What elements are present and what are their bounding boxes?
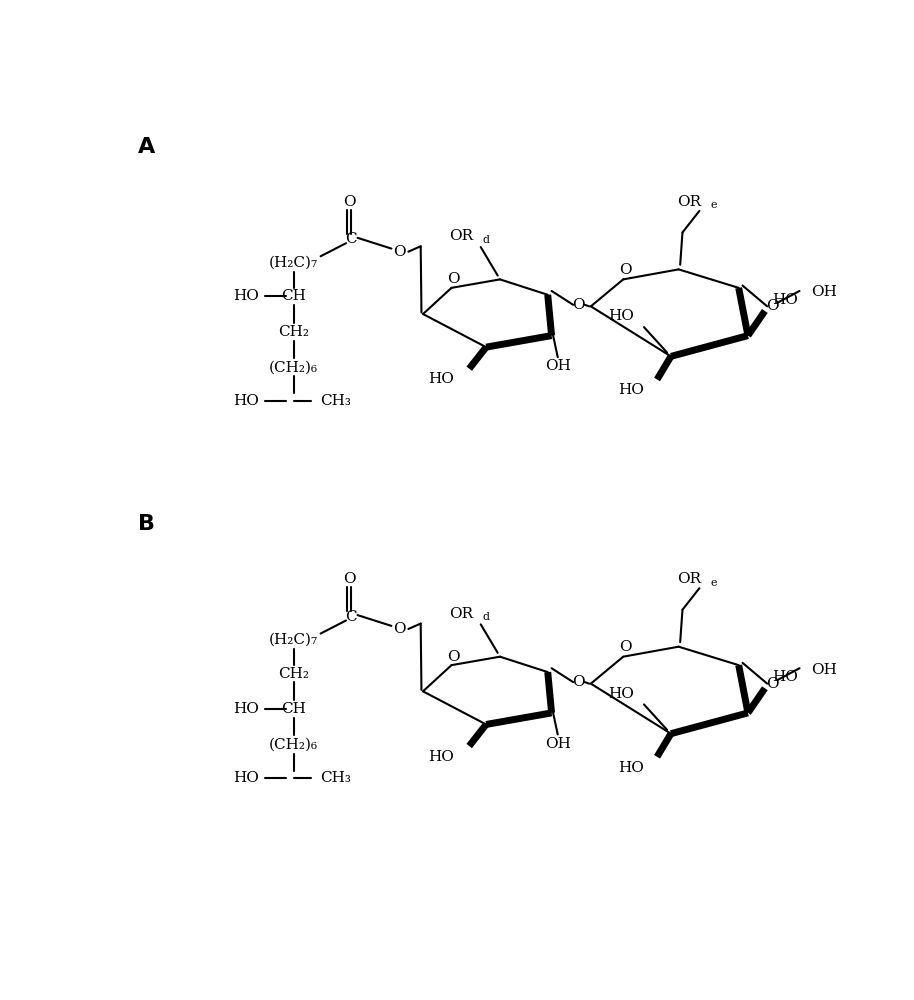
Text: OH: OH <box>545 359 570 373</box>
Text: HO: HO <box>428 750 453 764</box>
Text: OH: OH <box>811 285 837 299</box>
Text: OH: OH <box>811 663 837 677</box>
Text: d: d <box>483 612 489 622</box>
Text: O: O <box>766 677 779 691</box>
Text: O: O <box>619 640 632 654</box>
Text: CH: CH <box>282 289 306 303</box>
Text: O: O <box>448 272 460 286</box>
Text: (H₂C)₇: (H₂C)₇ <box>269 255 318 269</box>
Text: HO: HO <box>233 771 259 785</box>
Text: O: O <box>619 263 632 277</box>
Text: HO: HO <box>608 309 634 323</box>
Text: B: B <box>138 514 155 534</box>
Text: d: d <box>483 235 489 245</box>
Text: O: O <box>394 622 406 636</box>
Text: O: O <box>343 195 356 209</box>
Text: O: O <box>448 650 460 664</box>
Text: O: O <box>343 572 356 586</box>
Text: O: O <box>766 299 779 313</box>
Text: OR: OR <box>677 572 701 586</box>
Text: e: e <box>710 578 717 588</box>
Text: (CH₂)₆: (CH₂)₆ <box>269 360 318 374</box>
Text: CH₂: CH₂ <box>278 325 309 339</box>
Text: CH₃: CH₃ <box>321 771 352 785</box>
Text: HO: HO <box>618 761 644 775</box>
Text: HO: HO <box>233 394 259 408</box>
Text: HO: HO <box>608 687 634 701</box>
Text: CH: CH <box>282 702 306 716</box>
Text: HO: HO <box>618 383 644 397</box>
Text: C: C <box>345 610 357 624</box>
Text: e: e <box>710 200 717 210</box>
Text: OR: OR <box>677 195 701 209</box>
Text: OH: OH <box>545 737 570 751</box>
Text: HO: HO <box>233 702 259 716</box>
Text: HO: HO <box>428 372 453 386</box>
Text: OR: OR <box>449 607 473 621</box>
Text: O: O <box>394 245 406 259</box>
Text: O: O <box>572 675 585 689</box>
Text: (H₂C)₇: (H₂C)₇ <box>269 633 318 647</box>
Text: CH₂: CH₂ <box>278 667 309 681</box>
Text: HO: HO <box>772 670 799 684</box>
Text: HO: HO <box>233 289 259 303</box>
Text: (CH₂)₆: (CH₂)₆ <box>269 737 318 751</box>
Text: O: O <box>572 298 585 312</box>
Text: C: C <box>345 232 357 246</box>
Text: CH₃: CH₃ <box>321 394 352 408</box>
Text: A: A <box>138 137 155 157</box>
Text: HO: HO <box>772 293 799 307</box>
Text: OR: OR <box>449 229 473 243</box>
